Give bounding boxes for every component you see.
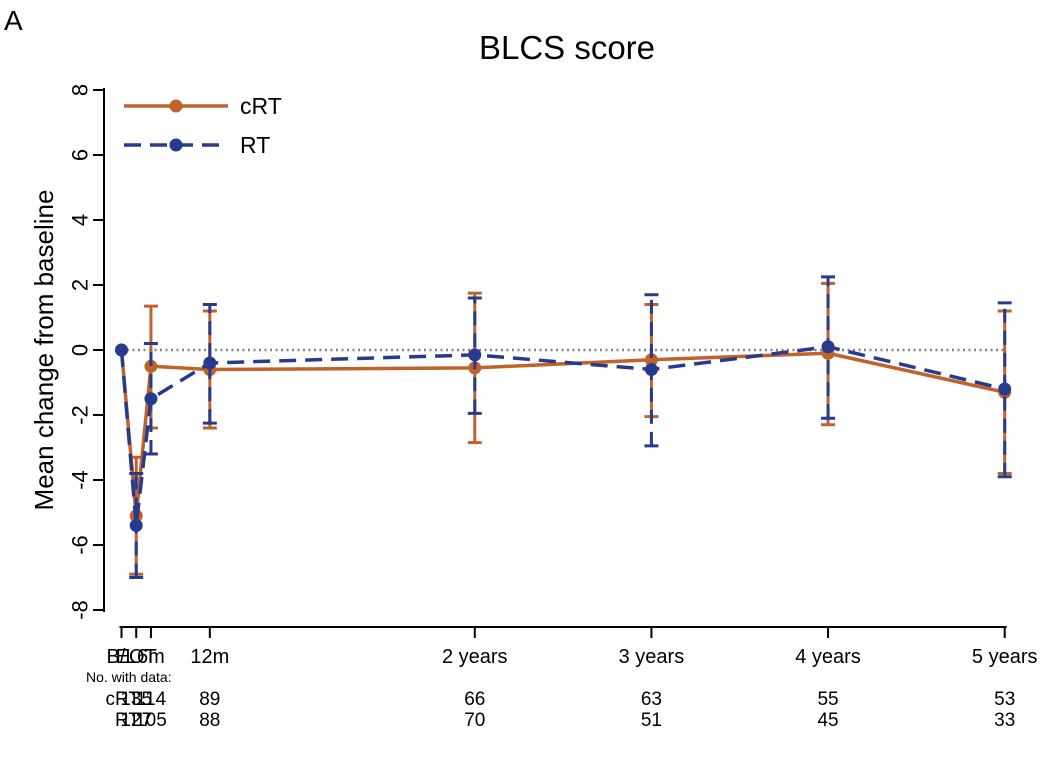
counts-cell: 63 (641, 689, 662, 710)
counts-cell: 135 (120, 689, 152, 710)
rt-point (115, 343, 128, 357)
counts-cell: 127 (120, 710, 152, 731)
legend-rt-label: RT (240, 132, 270, 158)
counts-row-label: RT (115, 710, 140, 731)
y-tick-label: -2 (68, 405, 93, 425)
x-tick-label: 4 years (795, 646, 861, 668)
counts-cell: 114 (136, 689, 167, 710)
rt-point (203, 356, 217, 370)
crt-point (144, 359, 158, 373)
y-tick-label: -8 (68, 600, 93, 620)
rt-error-bar (997, 301, 1012, 479)
rt-error-bar (202, 303, 217, 425)
x-tick-label: B/L (106, 646, 136, 668)
rt-point (468, 348, 482, 362)
counts-cell: 105 (135, 710, 167, 731)
crt-point (644, 353, 658, 367)
y-tick-label: 2 (68, 279, 93, 291)
counts-cell: 53 (994, 689, 1015, 710)
chart-title: BLCS score (479, 29, 655, 66)
y-axis: 8 6 4 2 0 -2 -4 -6 -8 (68, 84, 105, 620)
y-axis-label: Mean change from baseline (29, 190, 59, 511)
y-tick-label: 8 (68, 84, 93, 96)
rt-point (998, 382, 1012, 396)
x-tick-label: EOT (116, 646, 157, 668)
legend-crt-label: cRT (240, 93, 282, 119)
counts-cell: 66 (464, 689, 485, 710)
counts-cell: 33 (994, 710, 1015, 731)
x-tick-label: 3 years (619, 646, 685, 668)
plot-area (115, 275, 1012, 579)
counts-cell: 88 (199, 710, 220, 731)
x-tick-label: 12m (190, 646, 229, 668)
x-tick-label: 5 years (972, 646, 1038, 668)
crt-series-line (119, 349, 1006, 518)
counts-cell: 55 (817, 689, 838, 710)
y-tick-label: -6 (68, 535, 93, 555)
rt-point (129, 519, 143, 532)
y-tick-label: 4 (68, 214, 93, 226)
rt-series-line (119, 345, 1006, 528)
y-tick-label: -4 (68, 470, 93, 490)
rt-point (821, 340, 835, 354)
y-tick-label: 0 (68, 344, 93, 356)
panel-label: A (4, 5, 23, 36)
legend-rt-marker (169, 138, 183, 152)
counts-cell: 70 (464, 710, 485, 731)
rt-point (644, 363, 658, 376)
legend: cRT RT (124, 93, 282, 158)
rt-point (144, 392, 158, 406)
y-tick-label: 6 (68, 149, 93, 161)
x-tick-label: 6m (137, 646, 165, 668)
counts-cell: 45 (817, 710, 838, 731)
counts-cell: 51 (641, 710, 662, 731)
x-tick-label: 2 years (442, 646, 508, 668)
counts-header: No. with data: (86, 669, 172, 685)
counts-cell: 89 (199, 689, 220, 710)
legend-crt-marker (169, 99, 183, 113)
counts-row-label: cRT (106, 689, 141, 710)
